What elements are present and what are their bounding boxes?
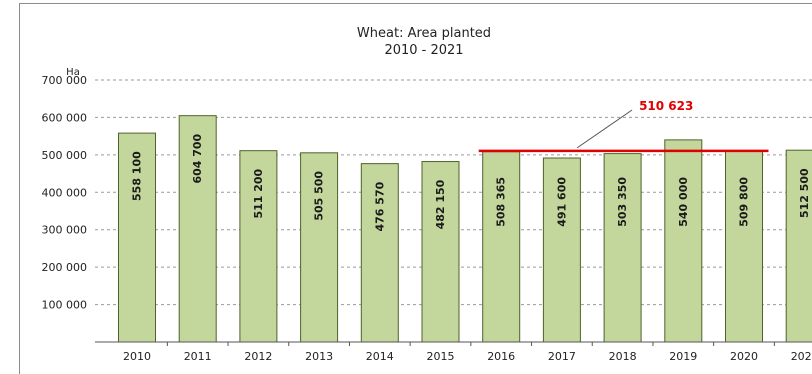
average-leader-line bbox=[576, 109, 633, 149]
y-axis-unit: Ha bbox=[66, 67, 80, 78]
x-tick-label: 2020 bbox=[730, 350, 758, 363]
x-tick-label: 2016 bbox=[487, 350, 515, 363]
bar bbox=[542, 157, 581, 343]
y-tick-label: 200 000 bbox=[42, 261, 88, 274]
average-line-group: 510 623 bbox=[478, 99, 769, 153]
x-tick-label: 2011 bbox=[184, 350, 212, 363]
bar bbox=[360, 163, 399, 343]
y-tick-label: 100 000 bbox=[42, 299, 88, 312]
bar bbox=[725, 150, 763, 343]
average-label: 510 623 bbox=[639, 99, 693, 113]
bars: 558 100 604 700 511 200 505 500 476 570 482 1… bbox=[118, 115, 812, 343]
x-axis-ticks: 2010 2011 2012 2013 2014 2015 2016 2017 2018 2019… bbox=[123, 342, 812, 363]
x-tick-label: 2021 bbox=[791, 350, 812, 363]
y-tick-label: 600 000 bbox=[42, 111, 88, 124]
x-tick-label: 2019 bbox=[669, 350, 697, 363]
x-tick-label: 2017 bbox=[548, 350, 576, 363]
bar bbox=[603, 153, 642, 343]
bar-value-label: 503 350 bbox=[616, 177, 629, 227]
bar-value-label: 540 000 bbox=[677, 177, 690, 227]
bar bbox=[664, 139, 703, 343]
bar-value-label: 511 200 bbox=[252, 168, 265, 218]
bar-value-label: 491 600 bbox=[555, 177, 568, 227]
chart-title: Wheat: Area planted bbox=[357, 26, 491, 41]
bar-value-label: 509 800 bbox=[738, 177, 751, 227]
bar bbox=[239, 150, 278, 343]
bar-value-label: 505 500 bbox=[313, 171, 326, 221]
x-tick-label: 2013 bbox=[305, 350, 333, 363]
y-axis-ticks: 100 000 200 000 300 000 400 000 500 000 600 0… bbox=[42, 74, 88, 312]
bar-value-label: 558 100 bbox=[131, 151, 144, 201]
chart-subtitle: 2010 - 2021 bbox=[384, 43, 463, 58]
bar bbox=[300, 152, 339, 343]
x-tick-label: 2014 bbox=[366, 350, 394, 363]
bar bbox=[118, 132, 156, 343]
bar-value-label: 482 150 bbox=[434, 179, 447, 229]
x-tick-label: 2012 bbox=[244, 350, 272, 363]
bar bbox=[785, 149, 812, 343]
x-tick-label: 2010 bbox=[123, 350, 151, 363]
bar-value-label: 512 500 bbox=[798, 168, 811, 218]
y-tick-label: 500 000 bbox=[42, 149, 88, 162]
bar-value-label: 604 700 bbox=[191, 133, 204, 183]
bar bbox=[421, 161, 460, 343]
bar bbox=[178, 115, 217, 343]
x-tick-label: 2015 bbox=[427, 350, 455, 363]
y-tick-label: 300 000 bbox=[42, 224, 88, 237]
y-tick-label: 400 000 bbox=[42, 186, 88, 199]
bar-value-label: 508 365 bbox=[495, 177, 508, 227]
bar-value-label: 476 570 bbox=[373, 181, 386, 231]
y-tick-label: 700 000 bbox=[42, 74, 88, 87]
x-tick-label: 2018 bbox=[609, 350, 637, 363]
